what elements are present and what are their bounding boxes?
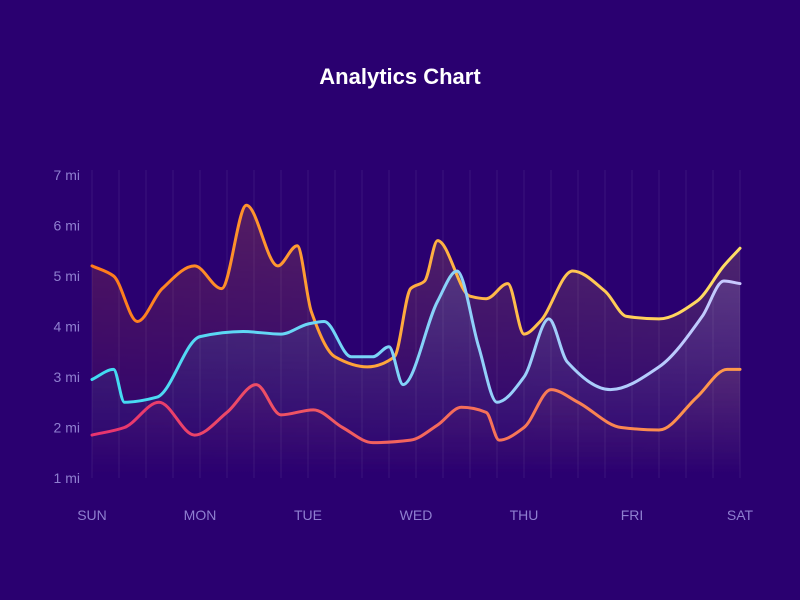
area-fills [92,205,740,479]
x-tick-label: SUN [77,507,107,523]
y-tick-label: 6 mi [54,218,80,234]
series-line-pink-orange [90,367,742,445]
y-tick-label: 2 mi [54,420,80,436]
y-tick-label: 4 mi [54,319,80,335]
x-tick-label: MON [184,507,217,523]
x-tick-label: FRI [621,507,644,523]
y-tick-label: 3 mi [54,369,80,385]
series-line-orange-yellow [90,203,742,369]
y-tick-label: 5 mi [54,268,80,284]
x-tick-label: SAT [727,507,754,523]
x-tick-label: TUE [294,507,322,523]
series-line-cyan-blue [90,269,742,404]
y-axis: 1 mi 2 mi 3 mi 4 mi 5 mi 6 mi 7 mi [54,167,80,486]
y-tick-label: 7 mi [54,167,80,183]
x-tick-label: THU [510,507,539,523]
x-axis: SUN MON TUE WED THU FRI SAT [77,507,753,523]
series-lines [90,203,742,445]
x-tick-label: WED [400,507,433,523]
series-area-pink-orange [92,369,740,478]
y-tick-label: 1 mi [54,470,80,486]
chart-title: Analytics Chart [319,64,481,89]
